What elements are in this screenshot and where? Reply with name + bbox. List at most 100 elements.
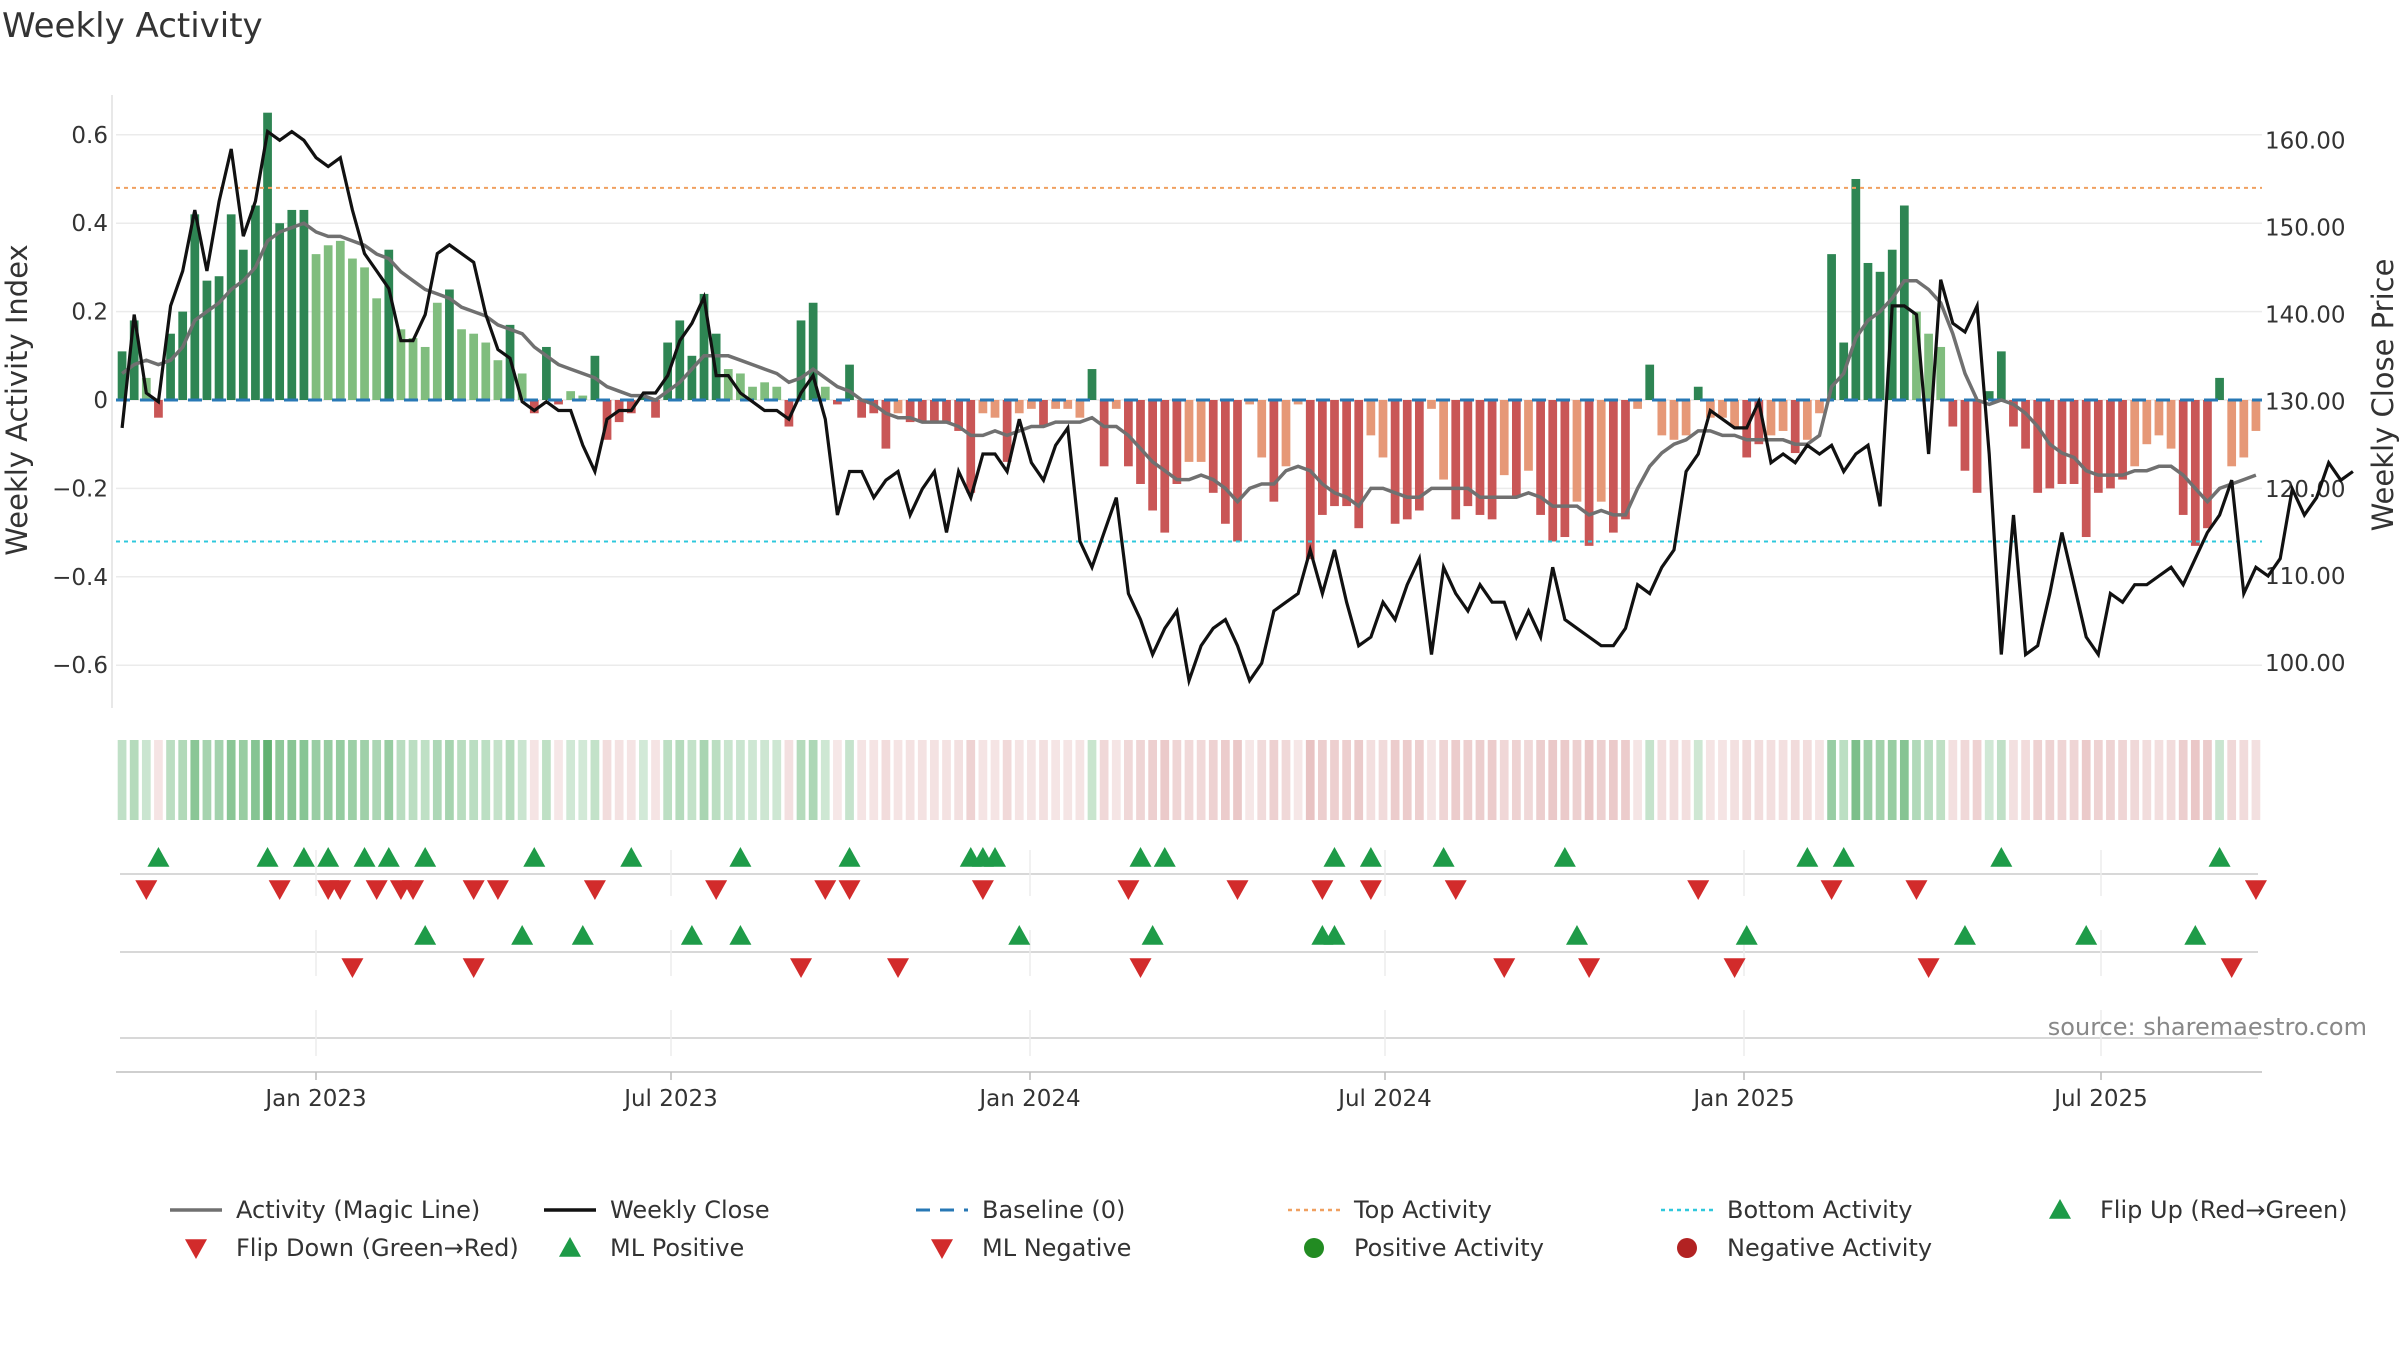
heat-cell <box>1657 740 1667 820</box>
legend-label: ML Positive <box>610 1234 744 1262</box>
x-tick-label: Jan 2023 <box>263 1086 366 1112</box>
activity-bar <box>930 400 939 423</box>
activity-bar <box>1051 400 1060 409</box>
ml-positive-marker <box>1323 925 1346 945</box>
flip-down-marker <box>705 880 728 900</box>
activity-bar <box>1245 400 1254 405</box>
ml-negative-marker <box>1493 958 1516 978</box>
y2-tick-label: 130.00 <box>2265 390 2345 416</box>
heat-cell <box>1330 740 1339 820</box>
flip-down-marker <box>402 880 425 900</box>
activity-bar <box>238 249 248 400</box>
activity-bar <box>1439 400 1448 480</box>
activity-bar <box>1875 271 1885 400</box>
y-tick-label: −0.2 <box>52 476 108 502</box>
activity-bar <box>1463 400 1473 507</box>
y2-tick-label: 140.00 <box>2265 303 2345 329</box>
y2-tick-label: 150.00 <box>2265 215 2345 241</box>
heat-cell <box>2142 740 2152 820</box>
ml-negative-marker <box>790 958 813 978</box>
heat-cell <box>1305 740 1315 820</box>
ml-negative-marker <box>1578 958 1601 978</box>
activity-bar <box>2057 400 2067 484</box>
ml-negative-marker <box>462 958 485 978</box>
heat-cell <box>481 740 491 820</box>
activity-bar <box>833 400 842 405</box>
y-axis-label: Weekly Activity Index <box>0 244 34 555</box>
activity-bar <box>869 400 879 414</box>
activity-bar <box>990 400 1000 418</box>
activity-bar <box>299 209 309 400</box>
heat-cell <box>893 740 903 820</box>
activity-bar <box>1924 333 1933 400</box>
heat-cell <box>1402 740 1412 820</box>
heat-cell <box>1463 740 1473 820</box>
heat-cell <box>445 740 454 820</box>
activity-bar <box>651 400 660 418</box>
heat-cell <box>1027 740 1036 820</box>
activity-bar <box>2215 377 2224 400</box>
heat-cell <box>808 740 818 820</box>
heat-cell <box>2118 740 2127 820</box>
heat-cell <box>1536 740 1545 820</box>
activity-bar <box>1754 400 1764 445</box>
heat-cell <box>1524 740 1533 820</box>
activity-bar <box>420 346 430 400</box>
heat-cell <box>1451 740 1461 820</box>
activity-bar <box>1390 400 1400 524</box>
activity-bar <box>1063 400 1073 409</box>
heat-cell <box>1487 740 1497 820</box>
heat-cell <box>2130 740 2140 820</box>
heat-cell <box>966 740 976 820</box>
activity-bar <box>1815 400 1824 414</box>
heat-cell <box>432 740 442 820</box>
heat-cell <box>1778 740 1788 820</box>
activity-bar <box>1148 400 1157 511</box>
ml-negative-marker <box>1917 958 1940 978</box>
heat-cell <box>2045 740 2055 820</box>
heat-cell <box>2227 740 2237 820</box>
heat-cell <box>287 740 297 820</box>
flip-down-marker <box>583 880 606 900</box>
flip-up-marker <box>1432 847 1455 867</box>
ml-positive-marker <box>511 925 534 945</box>
y2-tick-label: 110.00 <box>2265 564 2345 590</box>
flip-down-marker <box>329 880 352 900</box>
heat-cell <box>1899 740 1909 820</box>
ml-positive-marker <box>2075 925 2098 945</box>
heat-cell <box>1972 740 1982 820</box>
activity-bar <box>1451 400 1461 520</box>
flip-up-marker <box>2208 847 2231 867</box>
flip-down-marker <box>1687 880 1710 900</box>
activity-bar <box>1305 400 1315 560</box>
activity-bar <box>166 333 175 400</box>
heat-cell <box>372 740 382 820</box>
ml-positive-marker <box>1008 925 1031 945</box>
activity-bar <box>1354 400 1364 529</box>
flip-up-marker <box>292 847 315 867</box>
heat-cell <box>1875 740 1885 820</box>
legend: Activity (Magic Line) Weekly Close Baselin… <box>170 1196 2348 1262</box>
heat-cell <box>505 740 515 820</box>
activity-bar <box>554 400 563 405</box>
heat-cell <box>1342 740 1351 820</box>
heat-cell <box>1621 740 1630 820</box>
flip-up-marker <box>1990 847 2013 867</box>
heat-cell <box>238 740 248 820</box>
activity-bar <box>2251 400 2261 431</box>
flip-down-marker <box>268 880 291 900</box>
activity-bar <box>1621 400 1630 520</box>
flip-up-marker <box>729 847 752 867</box>
y2-axis-label: Weekly Close Price <box>2366 259 2400 532</box>
legend-up-triangle <box>2049 1199 2071 1219</box>
activity-bar <box>1560 400 1570 538</box>
heat-cell <box>1815 740 1824 820</box>
activity-bar <box>1511 400 1521 498</box>
activity-bar <box>905 400 915 423</box>
heat-cell <box>1099 740 1109 820</box>
heat-cell <box>699 740 709 820</box>
activity-bar <box>736 373 745 400</box>
activity-bar <box>748 386 757 400</box>
heat-cell <box>1705 740 1715 820</box>
heat-cell <box>2021 740 2030 820</box>
